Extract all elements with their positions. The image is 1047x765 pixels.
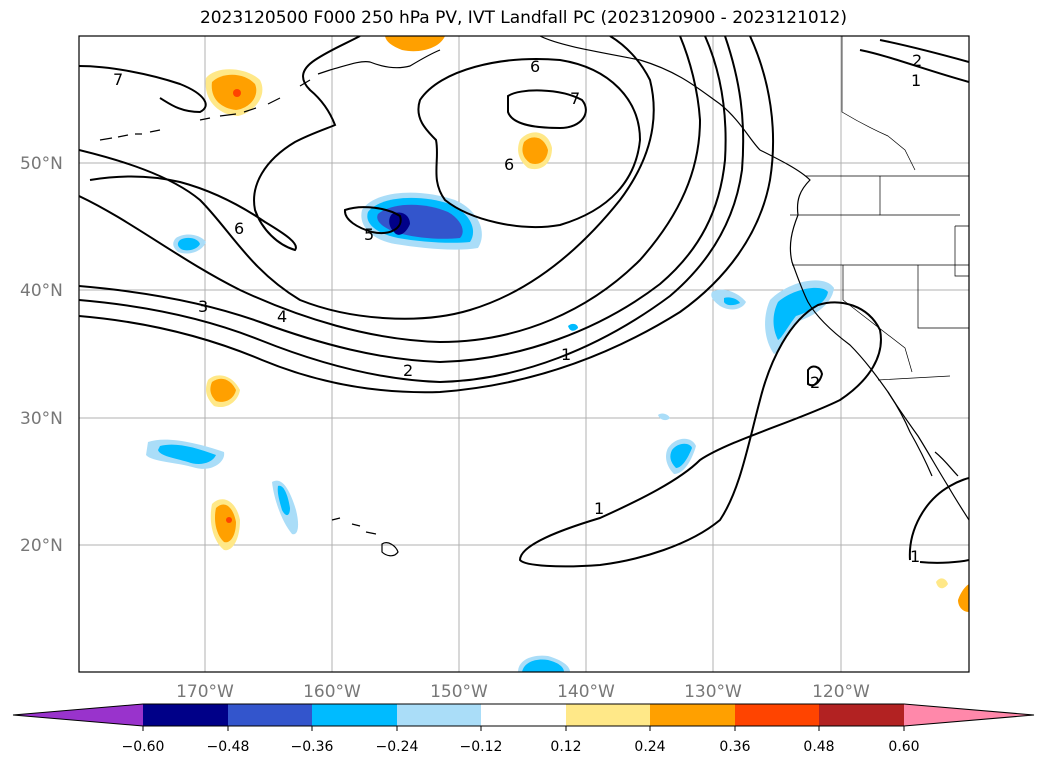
- colorbar-tick-label: 0.36: [719, 739, 750, 755]
- positive-anomaly-blob: [936, 578, 948, 589]
- negative-anomaly-blob: [724, 297, 740, 306]
- lon-label: 130°W: [684, 682, 742, 702]
- lon-label: 150°W: [430, 682, 488, 702]
- colorbar-tick-label: −0.60: [122, 739, 165, 755]
- map-title: 2023120500 F000 250 hPa PV, IVT Landfall…: [199, 8, 847, 28]
- colorbar-segment: [481, 704, 566, 726]
- contour-line: [79, 36, 745, 384]
- contour-line: [79, 36, 775, 394]
- contour-line: [859, 49, 969, 83]
- negative-anomaly-blob: [522, 659, 564, 672]
- contour-label: 2: [810, 373, 820, 392]
- contour-label: 6: [234, 219, 244, 238]
- contour-label: 7: [570, 89, 580, 108]
- lat-axis: 50°N 40°N 30°N 20°N: [20, 154, 63, 556]
- contour-label: 1: [910, 547, 920, 566]
- contour-label: 1: [594, 499, 604, 518]
- colorbar-segment: [228, 704, 312, 726]
- pc-anomaly-fills: [146, 36, 969, 672]
- lat-label: 40°N: [20, 281, 63, 301]
- lon-label: 140°W: [557, 682, 615, 702]
- positive-anomaly-blob: [214, 504, 236, 543]
- negative-anomaly-blob: [277, 485, 290, 516]
- positive-anomaly-blob: [210, 378, 236, 402]
- positive-anomaly-blob: [522, 137, 548, 164]
- contour-line: [89, 36, 361, 252]
- contour-label: 2: [403, 361, 413, 380]
- colorbar-tick-label: −0.12: [460, 739, 503, 755]
- map-frame: [78, 35, 970, 673]
- contour-line: [807, 365, 824, 387]
- lon-label: 160°W: [303, 682, 361, 702]
- negative-anomaly-blob: [158, 444, 216, 464]
- contour-line: [879, 39, 969, 63]
- lon-label: 120°W: [812, 682, 870, 702]
- colorbar-segment: [735, 704, 819, 726]
- contour-label: 6: [504, 155, 514, 174]
- colorbar-tick-label: −0.48: [207, 739, 250, 755]
- negative-anomaly-blob: [658, 413, 670, 421]
- contour-line: [518, 301, 882, 568]
- contour-label: 4: [277, 307, 287, 326]
- contour-line: [79, 36, 702, 344]
- contour-label: 7: [113, 70, 123, 89]
- lon-label: 170°W: [176, 682, 234, 702]
- contour-label: 1: [561, 345, 571, 364]
- positive-anomaly-blob: [958, 584, 969, 612]
- contour-line: [79, 65, 207, 114]
- contour-label: 5: [364, 225, 374, 244]
- lat-label: 30°N: [20, 409, 63, 429]
- contour-labels: 7 6 7 6 6 5 3 4 2 1 1 2 1 2 1: [113, 51, 922, 566]
- lat-label: 20°N: [20, 536, 63, 556]
- contour-label: 2: [912, 51, 922, 70]
- colorbar-extend-max: [904, 704, 1034, 726]
- contour-line: [908, 477, 969, 561]
- colorbar-tick-label: 0.48: [803, 739, 834, 755]
- lat-label: 50°N: [20, 154, 63, 174]
- colorbar-segment: [566, 704, 650, 726]
- negative-anomaly-blob: [670, 443, 692, 468]
- contour-label: 1: [911, 71, 921, 90]
- contour-line: [79, 36, 727, 364]
- positive-anomaly-blob: [385, 36, 445, 52]
- colorbar-segment: [143, 704, 228, 726]
- contour-line: [344, 206, 402, 234]
- negative-anomaly-blob: [773, 287, 828, 340]
- negative-anomaly-blob: [568, 323, 578, 331]
- contour-line: [417, 58, 642, 228]
- colorbar-tick-label: −0.24: [376, 739, 419, 755]
- map-plot-area: [79, 36, 969, 672]
- coastlines: [99, 36, 969, 557]
- contour-line: [507, 89, 587, 130]
- colorbar-extend-min: [13, 704, 143, 726]
- colorbar-segment: [312, 704, 397, 726]
- colorbar: −0.60 −0.48 −0.36 −0.24 −0.12 0.12 0.24 …: [12, 703, 1035, 755]
- colorbar-segment: [650, 704, 735, 726]
- lon-axis: 170°W 160°W 150°W 140°W 130°W 120°W: [176, 682, 870, 702]
- contour-line: [919, 559, 969, 564]
- contour-label: 3: [198, 297, 208, 316]
- colorbar-tick-label: −0.36: [291, 739, 334, 755]
- colorbar-tick-label: 0.12: [550, 739, 581, 755]
- colorbar-tick-label: 0.60: [888, 739, 919, 755]
- colorbar-segment: [819, 704, 904, 726]
- contour-line: [79, 36, 655, 320]
- pv-contours: [79, 36, 969, 568]
- colorbar-tick-label: 0.24: [634, 739, 665, 755]
- colorbar-segment: [397, 704, 481, 726]
- colorbar-ticks: [142, 726, 905, 731]
- contour-label: 6: [530, 57, 540, 76]
- negative-anomaly-blob: [177, 237, 200, 251]
- political-borders: [790, 36, 969, 381]
